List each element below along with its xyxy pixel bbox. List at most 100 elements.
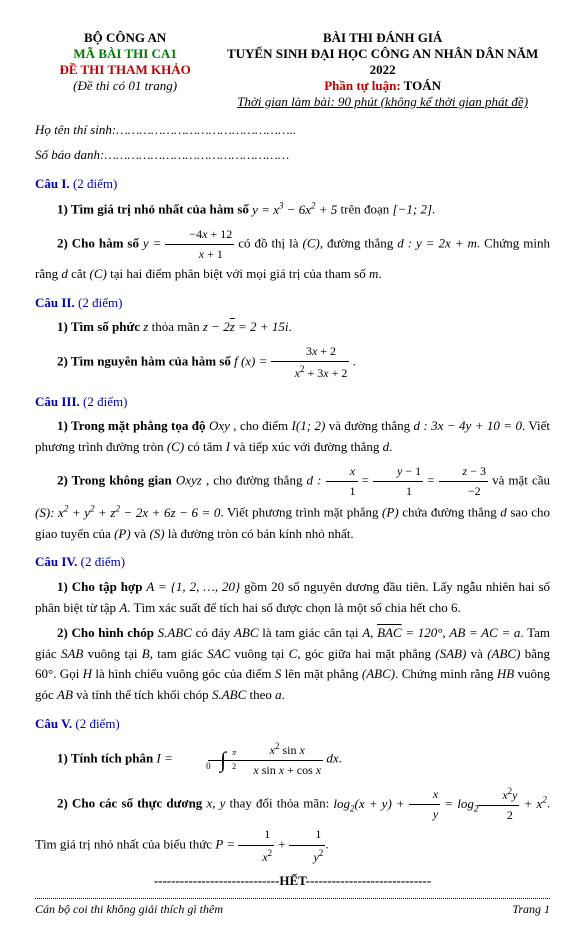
id-dots: …………………………………………: [104, 147, 289, 162]
math: d: [500, 505, 507, 520]
fraction: z − 3−2: [439, 462, 488, 501]
dot: .: [288, 319, 291, 334]
math: = log2: [444, 796, 478, 811]
cau4-q1: 1) Cho tập hợp A = {1, 2, …, 20} gồm 20 …: [35, 577, 550, 619]
section-line: Phần tự luận: TOÁN: [215, 78, 550, 94]
math: A: [362, 625, 370, 640]
fraction: 3x + 2x2 + 3x + 2: [271, 342, 350, 383]
math: AB = AC = a: [449, 625, 520, 640]
text: và mặt cầu: [492, 473, 550, 488]
math: log2(x + y) +: [333, 796, 408, 811]
text: có tâm: [187, 439, 225, 454]
text: chứa đường thẳng: [402, 505, 500, 520]
cau2-label: Câu II.: [35, 295, 78, 310]
math: y = x3 − 6x2 + 5: [252, 202, 337, 217]
cau1-q2: 2) Cho hàm số y = −4x + 12x + 1 có đồ th…: [35, 225, 550, 285]
cau1-title: Câu I. (2 điểm): [35, 174, 550, 195]
text: , cho đường thẳng: [206, 473, 307, 488]
subject: TOÁN: [401, 78, 441, 93]
text: và tiếp xúc với đường thẳng: [233, 439, 382, 454]
text: , góc giữa hai mặt phẳng: [297, 646, 435, 661]
math: y =: [143, 235, 165, 250]
q2-part: 2) Cho hàm số: [57, 235, 143, 250]
cau5-q2: 2) Cho các số thực dương x, y thay đổi t…: [35, 784, 550, 867]
fraction: x1: [326, 462, 358, 501]
cau4-label: Câu IV.: [35, 554, 81, 569]
footer-left: Cán bộ coi thi không giải thích gì thêm: [35, 902, 223, 917]
text: , đường thẳng: [320, 235, 397, 250]
candidate-name-line: Họ tên thí sinh:………………………………………..: [35, 120, 550, 141]
math: P =: [215, 837, 238, 852]
dot: .: [282, 687, 285, 702]
text: 2) Tìm nguyên hàm của hàm số: [57, 354, 234, 369]
math: x, y: [206, 796, 225, 811]
math: (S): [149, 526, 164, 541]
q1-part: 1) Tìm giá trị nhỏ nhất của hàm số: [57, 202, 252, 217]
math: d :: [307, 473, 326, 488]
cau4-pts: (2 điểm): [81, 554, 125, 569]
math: I =: [156, 750, 176, 765]
text: có đáy: [196, 625, 234, 640]
math: S.ABC: [158, 625, 192, 640]
math: Oxyz: [176, 473, 202, 488]
text: vuông tại: [235, 646, 289, 661]
text: 2) Cho các số thực dương: [57, 796, 206, 811]
text: 1) Tính tích phân: [57, 750, 156, 765]
cau5-q1: 1) Tính tích phân I = ∫0π2 x2 sin xx sin…: [35, 739, 550, 780]
text: 1) Cho tập hợp: [57, 579, 146, 594]
math: dx: [326, 750, 338, 765]
math: I: [226, 439, 230, 454]
cau3-label: Câu III.: [35, 394, 83, 409]
math: (ABC): [362, 666, 395, 681]
name-dots: ………………………………………..: [116, 122, 296, 137]
math: f (x) =: [234, 354, 271, 369]
text: tại hai điểm phân biệt với mọi giá trị c…: [107, 266, 369, 281]
math: B: [142, 646, 150, 661]
dot: .: [378, 266, 381, 281]
math: z − 2z = 2 + 15i: [203, 319, 289, 334]
math: AB: [57, 687, 73, 702]
math: m: [369, 266, 378, 281]
cau1-pts: (2 điểm): [73, 176, 117, 191]
math: HB: [497, 666, 514, 681]
math: BAC = 120°: [377, 625, 442, 640]
cau1-q1: 1) Tìm giá trị nhỏ nhất của hàm số y = x…: [35, 198, 550, 220]
header-right: BÀI THI ĐÁNH GIÁ TUYỂN SINH ĐẠI HỌC CÔNG…: [215, 30, 550, 110]
fraction: x2 sin xx sin x + cos x: [229, 739, 323, 780]
math: (S): x2 + y2 + z2 − 2x + 6z − 6 = 0: [35, 505, 220, 520]
exam-title-2: TUYỂN SINH ĐẠI HỌC CÔNG AN NHÂN DÂN NĂM …: [215, 46, 550, 78]
ministry: BỘ CÔNG AN: [35, 30, 215, 46]
math: Oxy: [209, 418, 230, 433]
text: là tam giác cân tại: [262, 625, 362, 640]
text: trên đoạn: [341, 202, 393, 217]
dot: .: [339, 750, 342, 765]
cau1-label: Câu I.: [35, 176, 73, 191]
cau2-q2: 2) Tìm nguyên hàm của hàm số f (x) = 3x …: [35, 342, 550, 383]
math: SAC: [207, 646, 230, 661]
text: là đường tròn có bán kính nhỏ nhất.: [168, 526, 354, 541]
time-limit: Thời gian làm bài: 90 phút (không kể thờ…: [215, 94, 550, 110]
math: A = {1, 2, …, 20}: [146, 579, 240, 594]
text: , tam giác: [150, 646, 207, 661]
cau2-pts: (2 điểm): [78, 295, 122, 310]
text: và: [134, 526, 150, 541]
math: (P): [382, 505, 399, 520]
math: ABC: [234, 625, 259, 640]
math: (P): [114, 526, 131, 541]
fraction: −4x + 12x + 1: [165, 225, 234, 264]
text: vuông tại: [88, 646, 142, 661]
cau2-title: Câu II. (2 điểm): [35, 293, 550, 314]
text: thay đổi thỏa mãn:: [230, 796, 334, 811]
math: C: [289, 646, 298, 661]
cau3-q1: 1) Trong mặt phẳng tọa độ Oxy , cho điểm…: [35, 416, 550, 458]
text: cắt: [68, 266, 90, 281]
math: I(1; 2): [292, 418, 326, 433]
math: S: [275, 666, 282, 681]
text: , cho điểm: [233, 418, 291, 433]
cau3-pts: (2 điểm): [83, 394, 127, 409]
fraction: y − 11: [373, 462, 423, 501]
name-label: Họ tên thí sinh:: [35, 122, 116, 137]
exam-type: ĐỀ THI THAM KHẢO: [35, 62, 215, 78]
fraction: 1x2: [238, 825, 274, 866]
cau3-title: Câu III. (2 điểm): [35, 392, 550, 413]
